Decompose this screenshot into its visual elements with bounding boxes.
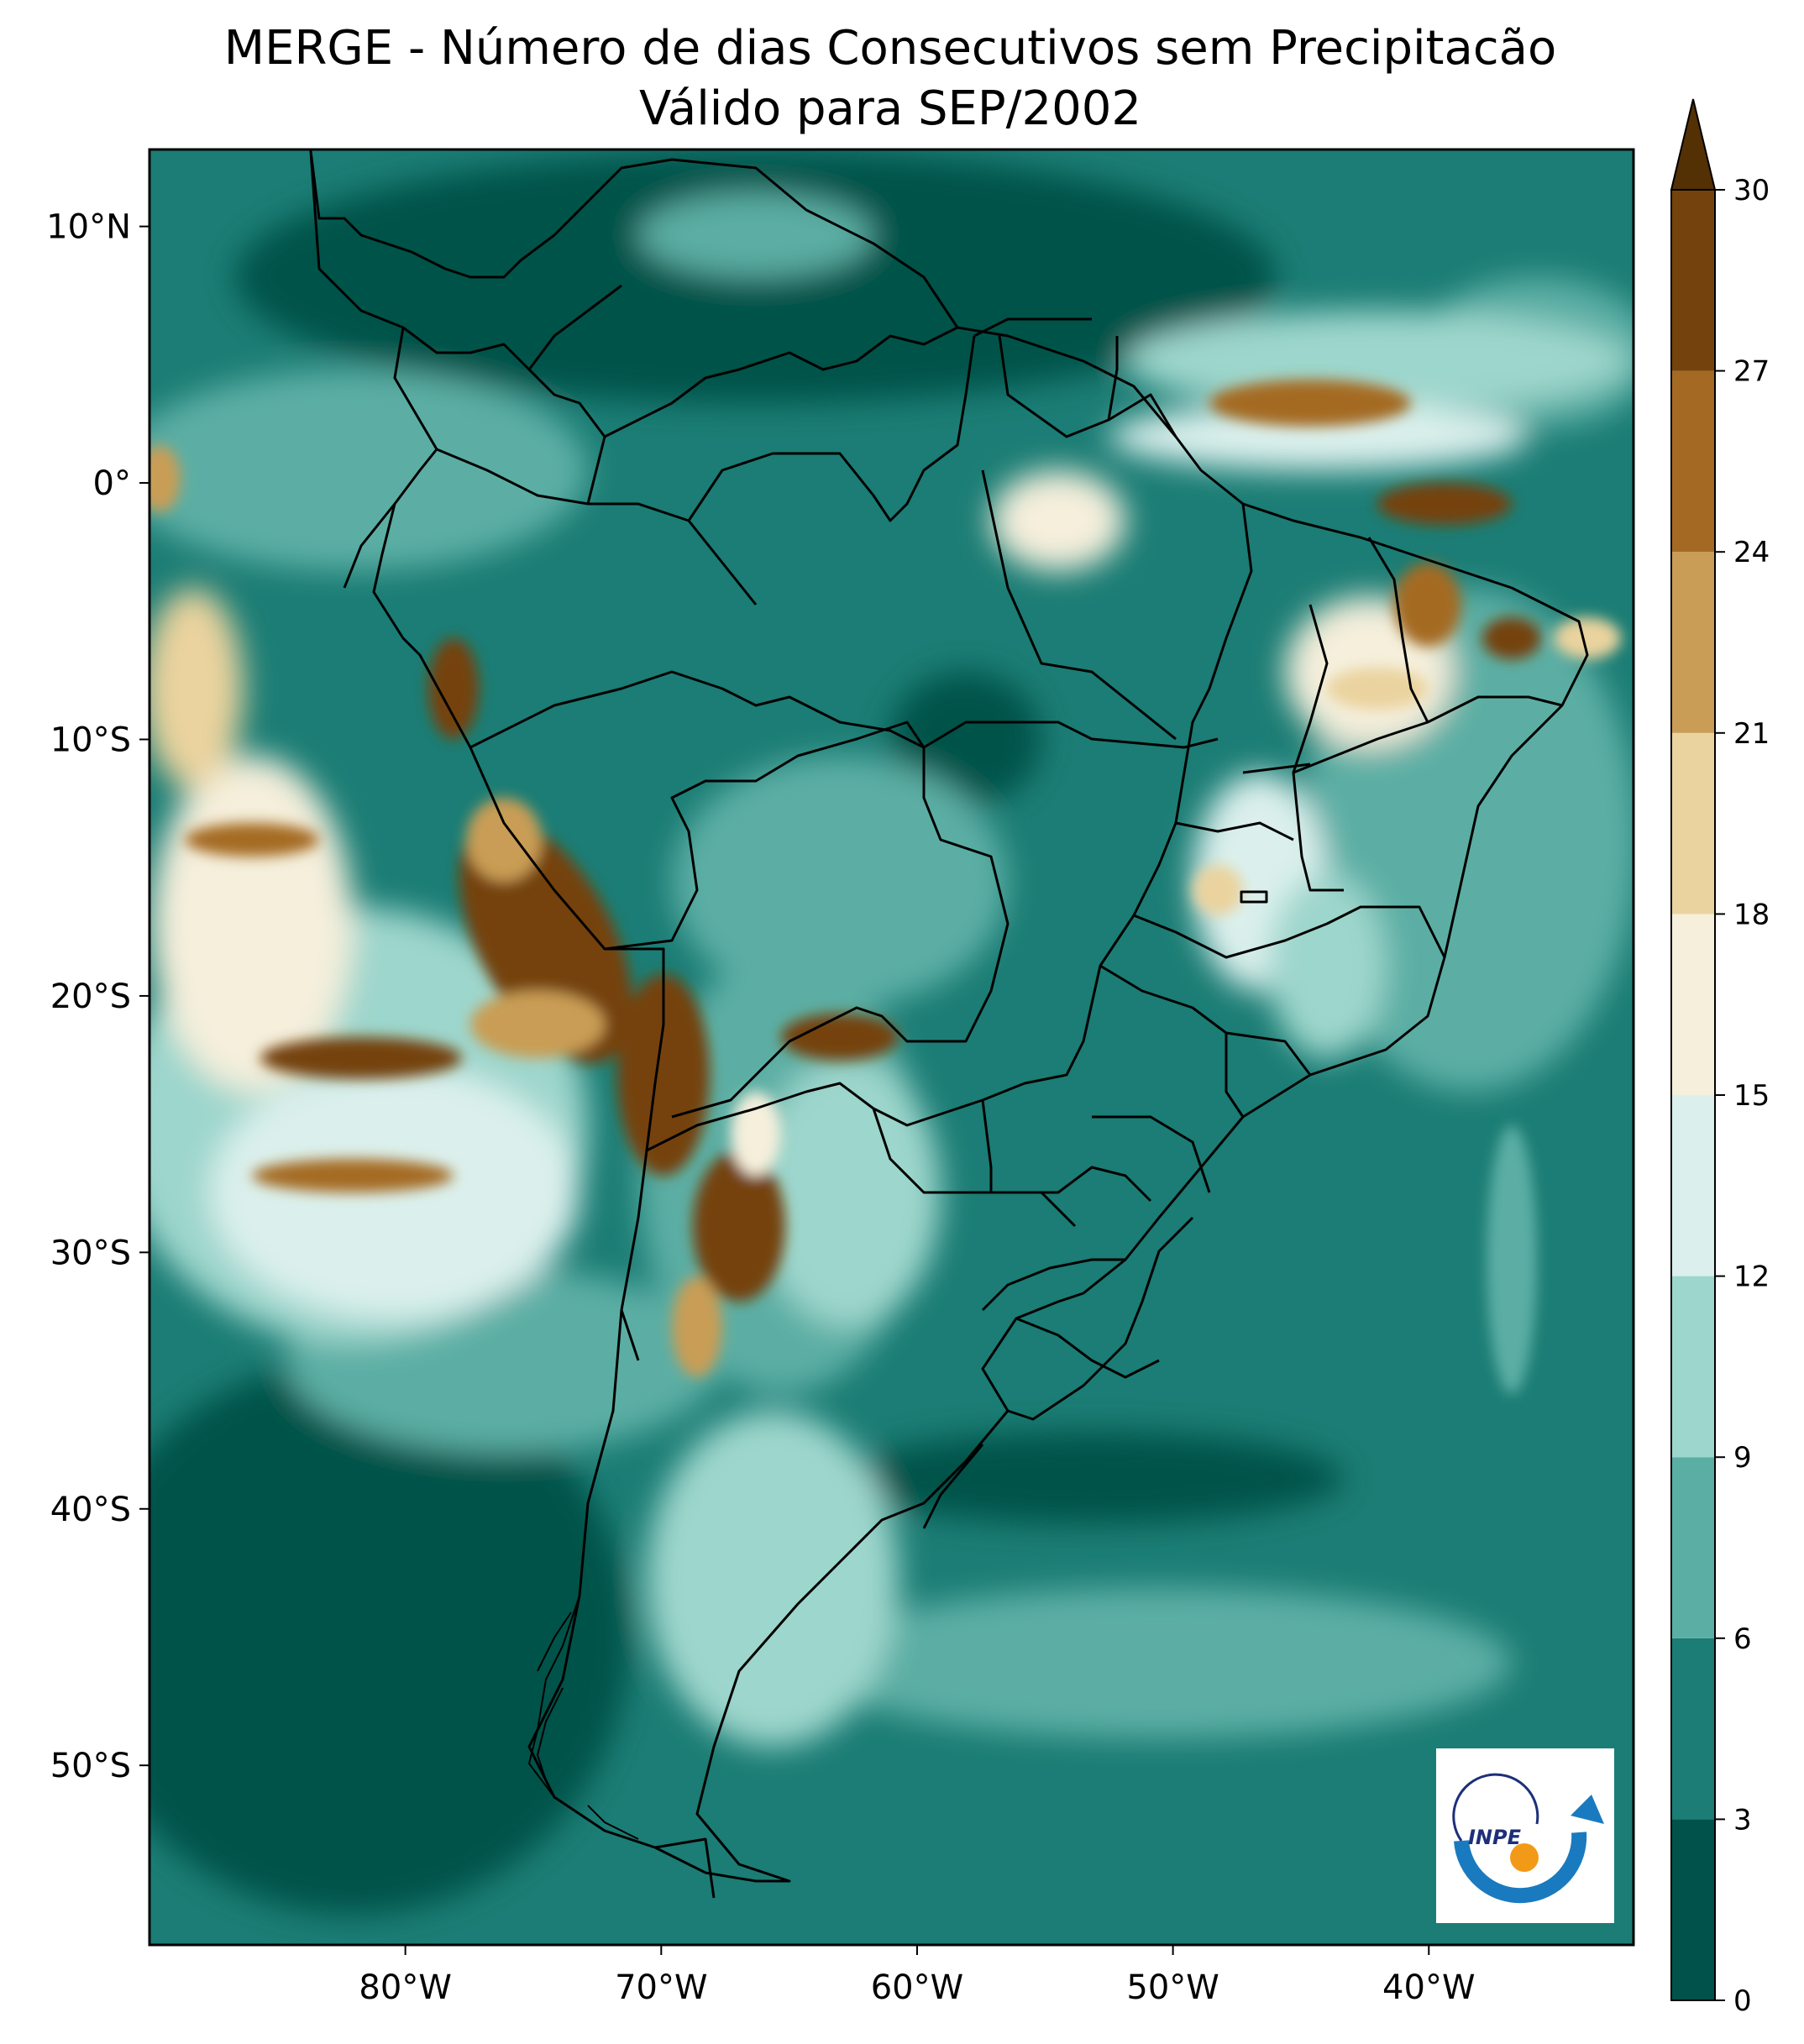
colorbar-extend-arrow — [1670, 98, 1717, 191]
inpe-logo-icon — [1452, 1773, 1604, 1904]
southern-chile-coast — [527, 1595, 639, 1840]
lat-tick-label: 0° — [93, 464, 131, 503]
country-borders — [309, 149, 1589, 1899]
colorbar-tick-label: 0 — [1733, 1984, 1752, 2018]
colorbar-tick-label: 18 — [1733, 898, 1770, 931]
colorbar-tick-label: 6 — [1733, 1622, 1752, 1656]
colorbar-tick-label: 9 — [1733, 1441, 1752, 1475]
inpe-logo-text: INPE — [1468, 1826, 1521, 1849]
map-subtitle: Válido para SEP/2002 — [638, 81, 1142, 136]
colorbar-tick-label: 3 — [1733, 1803, 1752, 1837]
colorbar-segment — [1671, 1457, 1715, 1638]
colorbar-segment — [1671, 1095, 1715, 1276]
inpe-logo: INPE — [1436, 1748, 1614, 1923]
lat-tick-label: 50°S — [50, 1747, 131, 1785]
precipitation-field — [149, 149, 1634, 1945]
colorbar-segment — [1671, 190, 1715, 371]
map-title: MERGE - Número de dias Consecutivos sem … — [223, 21, 1557, 76]
colorbar-tick-label: 27 — [1733, 355, 1770, 389]
colorbar-segment — [1671, 1638, 1715, 1820]
colorbar-tick-label: 15 — [1733, 1079, 1770, 1113]
colorbar-segment — [1671, 552, 1715, 733]
colorbar-tick-label: 30 — [1733, 174, 1770, 207]
colorbar: 0 3 6 9 12 15 18 21 24 27 30 — [1670, 98, 1770, 2018]
colorbar-segment — [1671, 370, 1715, 553]
lat-tick-label: 30°S — [50, 1234, 131, 1272]
colorbar-tick-label: 24 — [1733, 536, 1770, 569]
longitude-ticks: 80°W 70°W 60°W 50°W 40°W — [359, 1945, 1476, 2007]
map-frame — [148, 148, 1635, 1947]
colorbar-tick-label: 21 — [1733, 717, 1770, 751]
colorbar-segment — [1671, 1276, 1715, 1458]
lon-tick-label: 40°W — [1382, 1968, 1475, 2007]
lat-tick-label: 10°S — [50, 721, 131, 759]
lon-tick-label: 50°W — [1126, 1968, 1219, 2007]
colorbar-segment — [1671, 1819, 1715, 2000]
colorbar-tick-label: 12 — [1733, 1260, 1770, 1294]
lon-tick-label: 80°W — [359, 1968, 451, 2007]
latitude-ticks: 10°N 0° 10°S 20°S 30°S 40°S 50°S — [46, 208, 149, 1785]
colorbar-segment — [1671, 732, 1715, 915]
lon-tick-label: 60°W — [871, 1968, 963, 2007]
colorbar-segment — [1671, 914, 1715, 1095]
lat-tick-label: 10°N — [46, 208, 131, 247]
lat-tick-label: 20°S — [50, 977, 131, 1016]
lat-tick-label: 40°S — [50, 1491, 131, 1529]
lon-tick-label: 70°W — [615, 1968, 707, 2007]
